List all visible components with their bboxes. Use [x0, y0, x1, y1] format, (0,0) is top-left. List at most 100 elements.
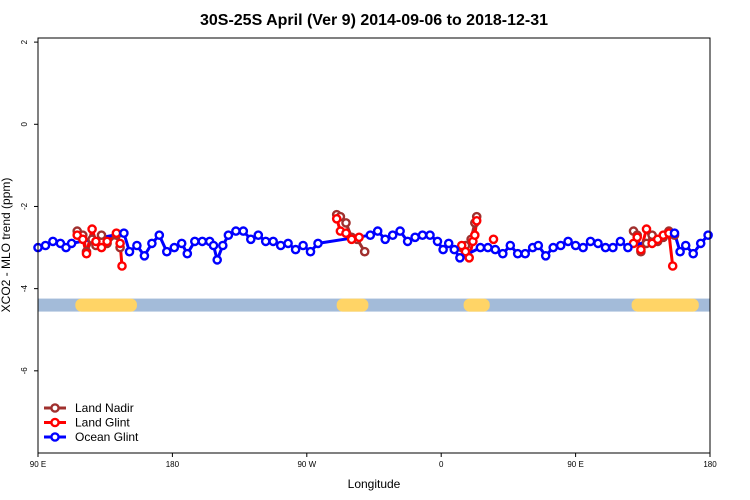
legend-label-ocean-glint: Ocean Glint	[75, 430, 139, 444]
ocean-glint-point	[520, 248, 531, 259]
ocean-glint-point	[176, 238, 187, 249]
ocean-glint-point	[395, 226, 405, 236]
legend-swatch-ocean-glint	[50, 432, 60, 442]
x-tick-label: 0	[439, 460, 444, 469]
ocean-glint-point	[555, 240, 566, 251]
x-tick-label: 90 W	[297, 460, 316, 469]
land-glint-point	[469, 230, 480, 240]
ocean-glint-point	[290, 244, 301, 255]
ocean-glint-point	[540, 250, 551, 261]
ocean-glint-point	[490, 244, 501, 255]
ocean-glint-point	[253, 230, 264, 240]
x-axis: 90 E 180 90 W 0 90 E 180	[30, 453, 717, 469]
series-points	[33, 209, 713, 271]
ocean-glint-point	[380, 234, 391, 245]
land-glint-point	[346, 234, 357, 245]
ocean-glint-point	[443, 238, 454, 249]
ocean-glint-point	[455, 252, 465, 263]
land-nadir-point	[96, 230, 107, 240]
plot-frame	[37, 37, 711, 454]
ocean-glint-point	[483, 242, 493, 253]
ocean-glint-point	[169, 242, 180, 253]
ocean-glint-point	[417, 230, 428, 240]
land-band-1	[336, 298, 369, 312]
ocean-glint-point	[593, 238, 603, 249]
ocean-glint-point	[372, 226, 383, 236]
ocean-glint-point	[695, 238, 706, 249]
ocean-glint-point	[139, 250, 150, 261]
ocean-glint-point	[182, 248, 193, 259]
land-glint-point	[102, 236, 112, 247]
ocean-glint-point	[570, 240, 581, 251]
ocean-glint-point	[585, 236, 596, 247]
land-glint-point	[471, 215, 482, 226]
ocean-glint-point	[275, 240, 286, 251]
legend-label-land-glint: Land Glint	[75, 416, 130, 430]
ocean-glint-point	[161, 246, 172, 257]
ocean-glint-point	[313, 238, 323, 249]
y-axis-label: XCO2 - MLO trend (ppm)	[0, 178, 13, 313]
y-axis: 2 0 -2 -4 -6	[20, 39, 38, 374]
x-tick-label: 180	[703, 460, 717, 469]
ocean-glint-point	[298, 240, 308, 251]
land-glint-point	[91, 236, 101, 247]
ocean-glint-point	[245, 234, 256, 245]
ocean-glint-point	[600, 242, 611, 253]
ocean-glint-point	[578, 242, 588, 253]
ocean-glint-point	[497, 248, 508, 259]
ocean-glint-point	[410, 232, 420, 243]
land-glint-point	[354, 232, 364, 243]
land-glint-point	[667, 261, 678, 271]
ocean-glint-point	[533, 240, 544, 251]
land-band-0	[75, 298, 137, 312]
ocean-glint-point	[548, 242, 559, 253]
ocean-glint-point	[132, 240, 142, 251]
legend-label-land-nadir: Land Nadir	[75, 401, 134, 415]
ocean-glint-point	[119, 228, 129, 238]
ocean-glint-point	[688, 248, 699, 259]
x-tick-label: 180	[166, 460, 180, 469]
y-tick-label: -6	[20, 367, 29, 375]
ocean-glint-point	[40, 240, 51, 251]
ocean-glint-point	[425, 230, 435, 240]
x-tick-label: 90 E	[567, 460, 583, 469]
ocean-glint-point	[675, 246, 685, 257]
ocean-glint-point	[283, 238, 293, 249]
legend-swatch-land-nadir	[50, 403, 60, 413]
ocean-glint-point	[231, 226, 241, 236]
ocean-glint-point	[208, 240, 219, 251]
ocean-band	[38, 298, 710, 312]
ocean-glint-point	[124, 246, 135, 257]
land-glint-point	[117, 261, 127, 271]
legend-swatch-land-glint	[50, 417, 60, 428]
ocean-glint-point	[197, 236, 208, 247]
x-axis-label: Longitude	[348, 477, 401, 491]
y-tick-label: 0	[20, 122, 29, 127]
surface-band	[38, 298, 710, 312]
land-glint-point	[81, 248, 92, 259]
ocean-glint-point	[238, 226, 249, 236]
land-glint-point	[641, 224, 652, 234]
ocean-glint-point	[703, 230, 713, 240]
ocean-glint-point	[212, 255, 222, 265]
y-tick-label: 2	[20, 39, 29, 44]
land-band-3	[631, 298, 699, 312]
land-nadir-point	[341, 218, 351, 228]
ocean-glint-point	[512, 248, 523, 259]
land-glint-point	[488, 234, 499, 245]
ocean-glint-point	[387, 230, 398, 240]
x-tick-label: 90 E	[30, 460, 46, 469]
ocean-glint-point	[260, 236, 271, 247]
ocean-glint-point	[608, 242, 618, 253]
series-lines	[37, 213, 710, 267]
ocean-glint-point	[189, 236, 200, 247]
ocean-glint-point	[623, 242, 633, 253]
ocean-glint-point	[475, 242, 486, 253]
ocean-glint-point	[268, 236, 279, 247]
land-glint-point	[78, 234, 88, 245]
land-glint-point	[341, 228, 351, 238]
ocean-glint-point	[438, 244, 448, 255]
y-tick-label: -4	[20, 285, 29, 293]
ocean-glint-point	[563, 236, 573, 247]
